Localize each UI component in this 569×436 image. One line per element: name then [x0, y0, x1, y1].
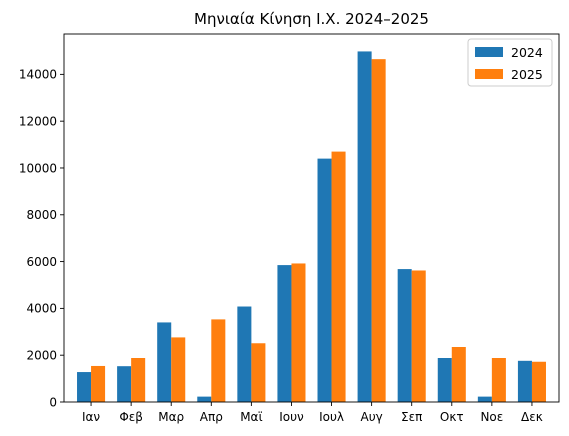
plot-frame — [63, 33, 560, 403]
bar-2024-Σεπ — [397, 269, 412, 402]
legend: 2024 2025 — [467, 38, 553, 87]
bar-2024-Απρ — [197, 396, 212, 402]
bar-2024-Αυγ — [357, 51, 372, 403]
bar-2025-Οκτ — [451, 347, 466, 402]
x-tick-label: Σεπ — [401, 410, 422, 424]
legend-swatch-2024 — [475, 47, 503, 57]
chart-title: Μηνιαία Κίνηση Ι.Χ. 2024–2025 — [194, 10, 429, 28]
bar-2025-Ιαν — [91, 365, 106, 402]
y-tick-label: 14000 — [19, 68, 57, 82]
bar-2024-Ιουν — [277, 265, 292, 402]
y-tick-label: 6000 — [26, 255, 57, 269]
legend-swatch-2025 — [475, 69, 503, 79]
bar-2024-Νοε — [477, 396, 492, 402]
x-tick-label: Οκτ — [440, 410, 464, 424]
bar-2025-Νοε — [491, 358, 506, 402]
bar-2024-Μαρ — [157, 322, 172, 402]
bar-2025-Ιουν — [291, 263, 306, 402]
x-tick-label: Μαϊ — [240, 410, 262, 424]
bar-2024-Μαϊ — [237, 306, 252, 402]
y-tick-label: 8000 — [26, 208, 57, 222]
y-tick-label: 2000 — [26, 348, 57, 362]
bar-2024-Δεκ — [517, 360, 532, 402]
bar-2025-Δεκ — [531, 361, 546, 402]
y-tick-label: 0 — [49, 395, 57, 409]
y-tick-label: 4000 — [26, 302, 57, 316]
x-tick-label: Ιουν — [279, 410, 304, 424]
bar-2025-Απρ — [211, 319, 226, 402]
bar-2025-Μαρ — [171, 337, 186, 402]
x-tick-label: Αυγ — [360, 410, 382, 424]
bar-2024-Ιουλ — [317, 158, 332, 402]
bar-2025-Φεβ — [131, 358, 146, 402]
y-tick-label: 10000 — [19, 161, 57, 175]
bar-2025-Μαϊ — [251, 343, 266, 402]
axes-layer: 0 2000 4000 6000 8000 10000 12000 14000 Ιαν Φεβ Μα… — [19, 33, 560, 424]
bar-2025-Σεπ — [411, 270, 426, 402]
x-tick-label: Ιουλ — [319, 410, 344, 424]
legend-label-2024: 2024 — [511, 45, 543, 60]
x-tick-label: Ιαν — [82, 410, 100, 424]
bar-2024-Ιαν — [77, 372, 92, 402]
bar-2025-Ιουλ — [331, 151, 346, 402]
x-tick-label: Απρ — [200, 410, 223, 424]
x-tick-label: Μαρ — [158, 410, 184, 424]
bars-layer — [77, 51, 546, 403]
legend-label-2025: 2025 — [511, 67, 543, 82]
y-tick-label: 12000 — [19, 114, 57, 128]
x-tick-label: Νοε — [480, 410, 503, 424]
bar-2025-Αυγ — [371, 59, 386, 402]
x-tick-label: Δεκ — [521, 410, 543, 424]
bar-2024-Φεβ — [117, 366, 132, 402]
bar-2024-Οκτ — [437, 358, 452, 402]
x-tick-label: Φεβ — [119, 410, 143, 424]
